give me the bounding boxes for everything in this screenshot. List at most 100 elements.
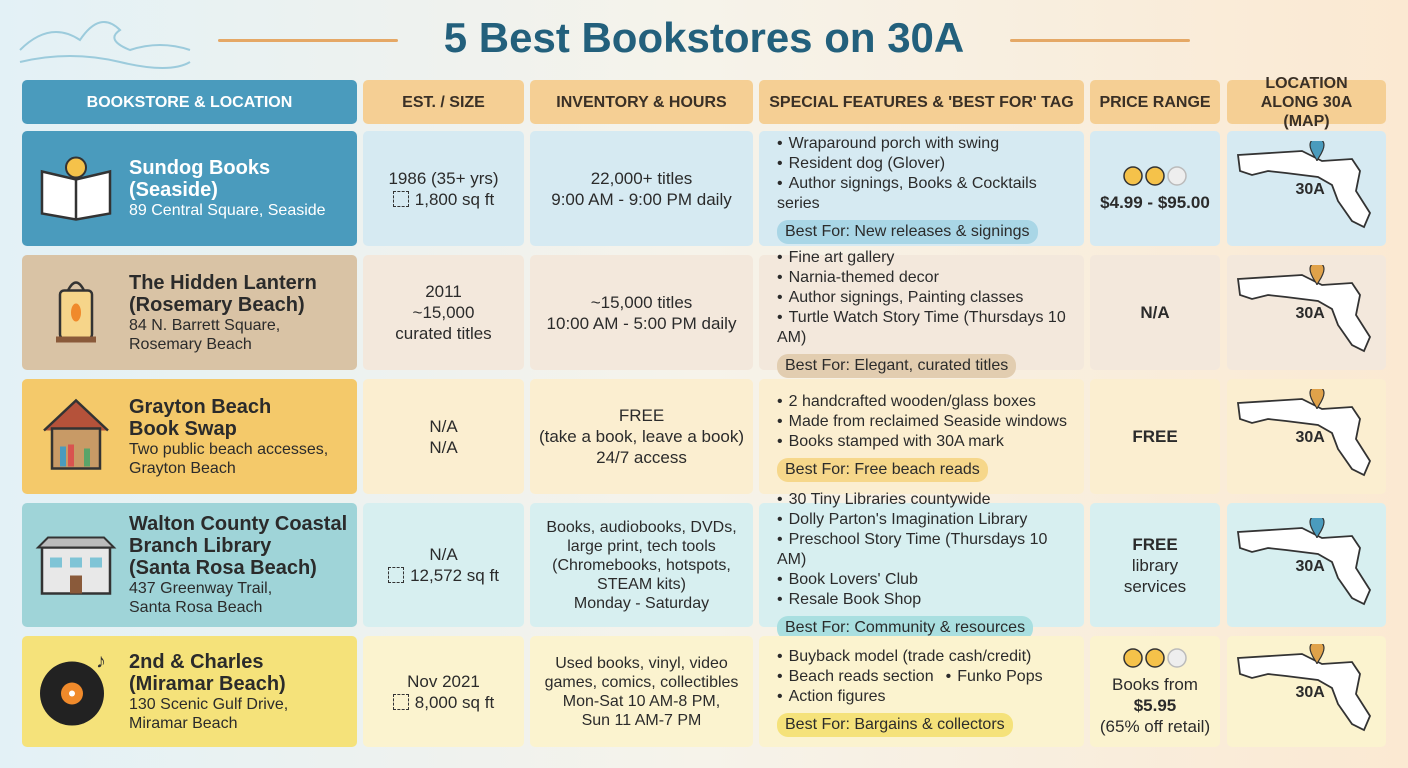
store-name: (Rosemary Beach) bbox=[129, 293, 305, 316]
price-line: FREE bbox=[1132, 534, 1178, 554]
features-cell: Fine art galleryNarnia-themed decorAutho… bbox=[759, 249, 1084, 378]
best-for-tag: Best For: Free beach reads bbox=[777, 457, 988, 482]
store-icon bbox=[34, 151, 118, 226]
map-label: 30A bbox=[1295, 305, 1325, 322]
price-cell: FREE library services bbox=[1090, 503, 1220, 627]
features-cell: Buyback model (trade cash/credit)Beach r… bbox=[759, 636, 1084, 747]
florida-map: 30A bbox=[1232, 640, 1382, 739]
feature-item: Author signings, Painting classes bbox=[777, 288, 1024, 308]
store-name: Walton County Coastal bbox=[129, 513, 348, 535]
feature-item: Turtle Watch Story Time (Thursdays 10 AM… bbox=[777, 308, 1072, 348]
inventory-line: ~15,000 titles bbox=[590, 292, 693, 312]
feature-item: Fine art gallery bbox=[777, 248, 895, 268]
feature-item: Book Lovers' Club bbox=[777, 570, 918, 590]
store-name: 2nd & Charles bbox=[129, 650, 264, 673]
store-address: 130 Scenic Gulf Drive, bbox=[129, 695, 289, 713]
map-cell: 30A bbox=[1227, 131, 1386, 246]
est-line: ~15,000 bbox=[412, 303, 475, 322]
features-cell: 2 handcrafted wooden/glass boxesMade fro… bbox=[759, 379, 1084, 494]
price-line: Books from bbox=[1112, 674, 1198, 694]
map-cell: 30A bbox=[1227, 503, 1386, 627]
price-cell: Books from $5.95 (65% off retail) bbox=[1090, 636, 1220, 747]
price-line: library bbox=[1131, 555, 1179, 575]
store-icon bbox=[34, 270, 118, 355]
store-cell: Grayton Beach Book Swap Two public beach a… bbox=[22, 379, 357, 494]
price-line: N/A bbox=[1140, 303, 1170, 322]
feature-line: Author signings, Painting classes bbox=[777, 288, 1035, 308]
price-cell: $4.99 - $95.00 bbox=[1090, 131, 1220, 246]
inventory-line: large print, tech tools bbox=[567, 537, 716, 555]
map-label: 30A bbox=[1295, 181, 1325, 198]
inventory-cell: 22,000+ titles 9:00 AM - 9:00 PM daily bbox=[530, 131, 753, 246]
florida-map: 30A bbox=[1232, 261, 1382, 360]
inventory-line: 24/7 access bbox=[596, 448, 687, 467]
inventory-line: 10:00 AM - 5:00 PM daily bbox=[546, 313, 737, 333]
store-cell: The Hidden Lantern (Rosemary Beach) 84 N. … bbox=[22, 255, 357, 370]
feature-line: Turtle Watch Story Time (Thursdays 10 AM… bbox=[777, 308, 1084, 348]
feature-line: Narnia-themed decor bbox=[777, 268, 951, 288]
feature-item: Books stamped with 30A mark bbox=[777, 432, 1004, 452]
title-rule bbox=[218, 39, 398, 42]
store-name: (Santa Rosa Beach) bbox=[129, 557, 317, 579]
store-icon bbox=[34, 392, 118, 481]
feature-item: Made from reclaimed Seaside windows bbox=[777, 412, 1067, 432]
feature-item: Wraparound porch with swing bbox=[777, 134, 999, 154]
column-header: BOOKSTORE & LOCATION bbox=[22, 80, 357, 124]
feature-item: 30 Tiny Libraries countywide bbox=[777, 490, 991, 510]
inventory-line: 9:00 AM - 9:00 PM daily bbox=[551, 189, 732, 209]
store-name: Branch Library bbox=[129, 535, 272, 557]
feature-item: Author signings, Books & Cocktails serie… bbox=[777, 174, 1072, 214]
column-header: LOCATION ALONG 30A (MAP) bbox=[1227, 75, 1386, 130]
best-for-tag: Best For: Bargains & collectors bbox=[777, 712, 1013, 737]
inventory-line: games, comics, collectibles bbox=[544, 673, 739, 691]
est-line: N/A bbox=[429, 545, 458, 564]
store-name: Grayton Beach bbox=[129, 395, 272, 418]
feature-item: Preschool Story Time (Thursdays 10 AM) bbox=[777, 530, 1072, 570]
map-label: 30A bbox=[1295, 557, 1325, 575]
map-cell: 30A bbox=[1227, 255, 1386, 370]
store-address: 84 N. Barrett Square, bbox=[129, 316, 281, 334]
feature-line: 2 handcrafted wooden/glass boxes bbox=[777, 392, 1048, 412]
inventory-cell: FREE (take a book, leave a book) 24/7 acce… bbox=[530, 379, 753, 494]
inventory-line: 22,000+ titles bbox=[590, 168, 693, 188]
store-address: Santa Rosa Beach bbox=[129, 599, 263, 616]
inventory-line: Used books, vinyl, video bbox=[555, 654, 728, 672]
est-cell: N/A 12,572 sq ft bbox=[363, 503, 524, 627]
feature-line: 30 Tiny Libraries countywide bbox=[777, 490, 1003, 510]
feature-line: Made from reclaimed Seaside windows bbox=[777, 412, 1079, 432]
store-cell: Sundog Books (Seaside) 89 Central Square, … bbox=[22, 131, 357, 246]
est-line: 2011 bbox=[425, 282, 462, 301]
feature-line: Book Lovers' ClubResale Book Shop bbox=[777, 570, 1084, 610]
est-line: N/A bbox=[429, 437, 458, 457]
florida-map: 30A bbox=[1232, 137, 1382, 236]
feature-line: Beach reads section Funko Pops bbox=[777, 667, 1055, 687]
store-name: (Seaside) bbox=[129, 179, 218, 201]
feature-item: Funko Pops bbox=[946, 667, 1042, 687]
feature-item: Dolly Parton's Imagination Library bbox=[777, 510, 1028, 530]
feature-item: Resident dog (Glover) bbox=[777, 154, 946, 174]
inventory-line: Mon-Sat 10 AM-8 PM, bbox=[562, 692, 721, 710]
map-cell: 30A bbox=[1227, 636, 1386, 747]
inventory-line: STEAM kits) bbox=[597, 575, 686, 593]
est-line: 8,000 sq ft bbox=[393, 692, 494, 713]
store-name: The Hidden Lantern bbox=[129, 271, 317, 294]
est-line: Nov 2021 bbox=[407, 671, 480, 691]
inventory-cell: ~15,000 titles 10:00 AM - 5:00 PM daily bbox=[530, 255, 753, 370]
best-for-tag: Best For: New releases & signings bbox=[777, 219, 1038, 244]
map-cell: 30A bbox=[1227, 379, 1386, 494]
store-name: (Miramar Beach) bbox=[129, 672, 286, 695]
map-label: 30A bbox=[1295, 429, 1325, 446]
store-cell: ♪ 2nd & Charles (Miramar Beach) 130 Scenic … bbox=[22, 636, 357, 747]
column-header: PRICE RANGE bbox=[1090, 80, 1220, 124]
est-cell: N/A N/A bbox=[363, 379, 524, 494]
column-header: SPECIAL FEATURES & 'BEST FOR' TAG bbox=[759, 80, 1084, 124]
feature-line: Wraparound porch with swing bbox=[777, 134, 1011, 154]
features-cell: 30 Tiny Libraries countywideDolly Parton… bbox=[759, 491, 1084, 640]
feature-item: Beach reads section bbox=[777, 667, 934, 687]
price-line: FREE bbox=[1132, 427, 1178, 446]
price-line: $5.95 bbox=[1133, 695, 1177, 715]
inventory-line: FREE bbox=[618, 406, 665, 425]
inventory-line: (Chromebooks, hotspots, bbox=[552, 556, 731, 574]
feature-item: Action figures bbox=[777, 687, 886, 707]
